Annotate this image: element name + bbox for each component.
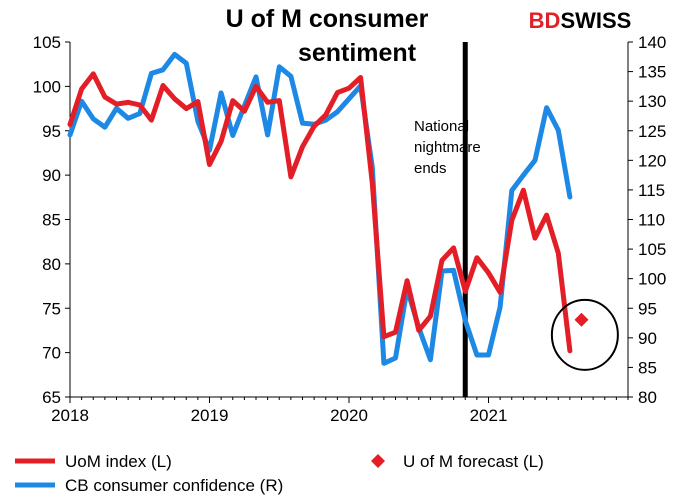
right-axis-ticks: 80 85 90 95 100 105 110 115 120 125 130 135 140 bbox=[628, 33, 666, 407]
x-tick-label: 2020 bbox=[330, 406, 368, 425]
left-axis-ticks: 65 70 75 80 85 90 95 100 105 bbox=[33, 33, 70, 407]
right-tick-label: 105 bbox=[638, 240, 666, 259]
right-tick-label: 80 bbox=[638, 388, 657, 407]
left-tick-label: 105 bbox=[33, 33, 61, 52]
legend: UoM index (L) U of M forecast (L) CB con… bbox=[15, 452, 544, 495]
right-tick-label: 120 bbox=[638, 151, 666, 170]
right-tick-label: 90 bbox=[638, 329, 657, 348]
left-tick-label: 65 bbox=[42, 388, 61, 407]
left-tick-label: 70 bbox=[42, 344, 61, 363]
right-tick-label: 115 bbox=[638, 181, 665, 200]
x-tick-label: 2018 bbox=[51, 406, 89, 425]
highlight-circle bbox=[550, 298, 619, 371]
brand-logo: BDSWISS bbox=[529, 8, 632, 33]
brand-logo-suffix: SWISS bbox=[560, 8, 631, 33]
right-tick-label: 100 bbox=[638, 270, 666, 289]
right-tick-label: 85 bbox=[638, 358, 657, 377]
brand-logo-prefix: BD bbox=[529, 8, 561, 33]
x-axis-ticks: 2018 2019 2020 2021 bbox=[51, 397, 629, 425]
chart-title-line-2: sentiment bbox=[298, 39, 417, 67]
annotation-line-2: nightmare bbox=[414, 139, 481, 156]
left-tick-label: 75 bbox=[42, 299, 61, 318]
right-tick-label: 95 bbox=[638, 299, 657, 318]
annotation-line-3: ends bbox=[414, 160, 447, 177]
left-tick-label: 95 bbox=[42, 122, 61, 141]
left-tick-label: 90 bbox=[42, 166, 61, 185]
left-tick-label: 85 bbox=[42, 211, 61, 230]
right-tick-label: 130 bbox=[638, 92, 666, 111]
annotation-line-1: National bbox=[414, 118, 469, 135]
series-layer bbox=[67, 51, 589, 366]
left-tick-label: 80 bbox=[42, 255, 61, 274]
legend-label-uom: UoM index (L) bbox=[65, 452, 172, 471]
left-tick-label: 100 bbox=[33, 77, 61, 96]
right-tick-label: 125 bbox=[638, 122, 666, 141]
right-tick-label: 135 bbox=[638, 63, 666, 82]
legend-label-forecast: U of M forecast (L) bbox=[403, 452, 544, 471]
chart-title-line-1: U of M consumer bbox=[226, 5, 429, 33]
legend-swatch-forecast bbox=[371, 454, 385, 468]
x-tick-label: 2019 bbox=[191, 406, 229, 425]
legend-label-cb: CB consumer confidence (R) bbox=[65, 476, 283, 495]
right-tick-label: 110 bbox=[638, 211, 665, 230]
x-tick-label: 2021 bbox=[470, 406, 508, 425]
forecast-point bbox=[574, 312, 589, 327]
series-line-uom-index-l bbox=[67, 71, 573, 354]
right-tick-label: 140 bbox=[638, 33, 666, 52]
